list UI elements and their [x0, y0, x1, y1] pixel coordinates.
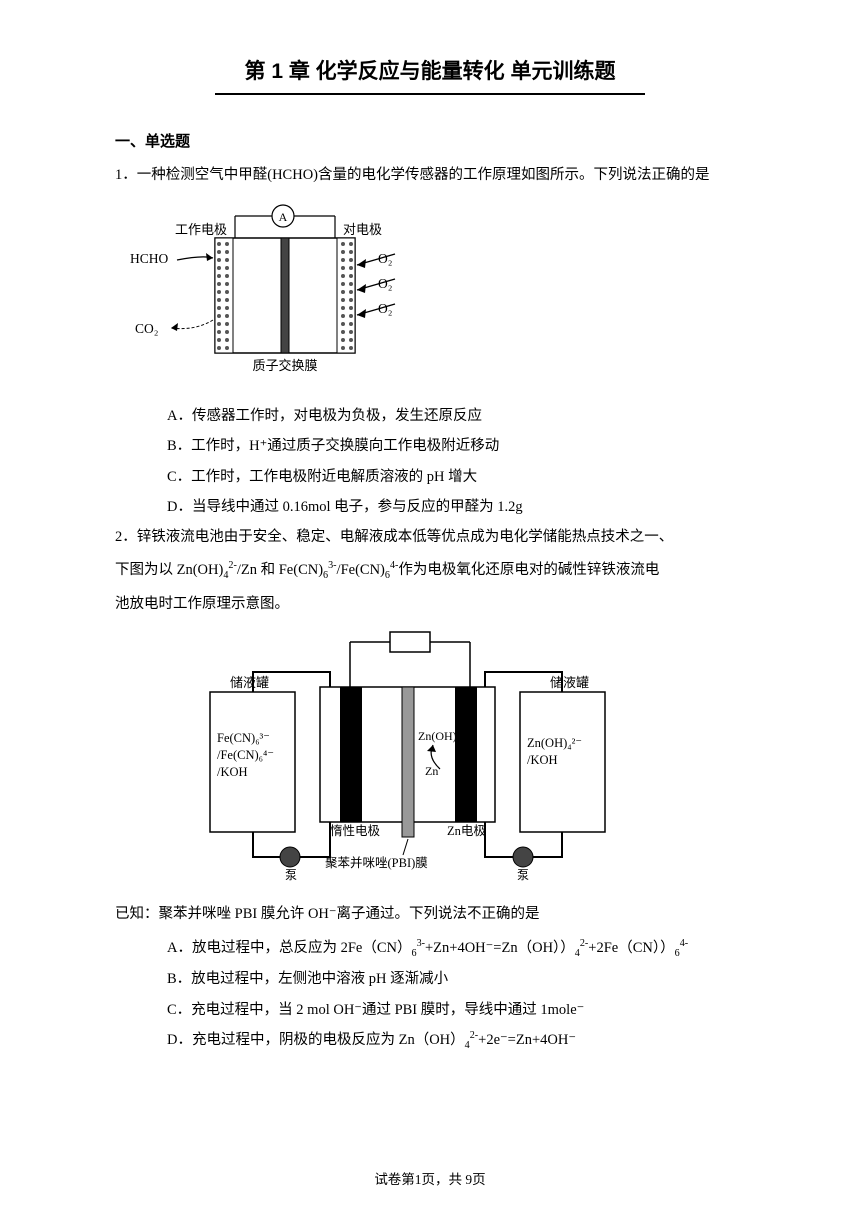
zn-electrode-label: Zn电极: [447, 824, 486, 838]
q2-intro-2: 下图为以 Zn(OH)42-/Zn 和 Fe(CN)63-/Fe(CN)64-作…: [115, 556, 745, 586]
left-tank-label: 储液罐: [230, 675, 269, 690]
left-tank-c2: /Fe(CN)₆⁴⁻: [217, 748, 274, 762]
right-tank-c1: Zn(OH)₄²⁻: [527, 736, 582, 750]
right-tank-c2: /KOH: [527, 753, 558, 767]
page-title: 第 1 章 化学反应与能量转化 单元训练题: [115, 55, 745, 85]
membrane-label: 质子交换膜: [252, 358, 317, 373]
meter-label: A: [279, 210, 288, 224]
q1-option-a: A．传感器工作时，对电极为负极，发生还原反应: [167, 401, 745, 431]
q1-option-b: B．工作时，H⁺通过质子交换膜向工作电极附近移动: [167, 431, 745, 461]
left-electrode-pattern: [215, 238, 233, 353]
center-znoh: Zn(OH)₄²⁻: [418, 729, 471, 743]
q2-options: A．放电过程中，总反应为 2Fe（CN）63-+Zn+4OH⁻=Zn（OH））4…: [115, 933, 745, 1056]
pbi-label: 聚苯并咪唑(PBI)膜: [325, 855, 428, 870]
hcho-label: HCHO: [130, 251, 169, 266]
q2-option-d: D．充电过程中，阴极的电极反应为 Zn（OH）42-+2e⁻=Zn+4OH⁻: [167, 1025, 745, 1056]
q2-known: 已知：聚苯并咪唑 PBI 膜允许 OH⁻离子通过。下列说法不正确的是: [115, 900, 745, 929]
right-electrode-label: 对电极: [343, 222, 382, 237]
q1-options: A．传感器工作时，对电极为负极，发生还原反应 B．工作时，H⁺通过质子交换膜向工…: [115, 401, 745, 523]
co2-label: CO₂: [135, 321, 158, 336]
page-footer: 试卷第1页，共 9页: [0, 1168, 860, 1188]
q2-option-c: C．充电过程中，当 2 mol OH⁻通过 PBI 膜时，导线中通过 1mole…: [167, 995, 745, 1025]
section-heading: 一、单选题: [115, 130, 745, 151]
q2-intro-1: 2．锌铁液流电池由于安全、稳定、电解液成本低等优点成为电化学储能热点技术之一、: [115, 523, 745, 552]
left-tank-c3: /KOH: [217, 765, 248, 779]
right-tank-label: 储液罐: [550, 675, 589, 690]
q1-intro: 1．一种检测空气中甲醛(HCHO)含量的电化学传感器的工作原理如图所示。下列说法…: [115, 161, 745, 190]
q2-intro-3: 池放电时工作原理示意图。: [115, 590, 745, 619]
q1-option-d: D．当导线中通过 0.16mol 电子，参与反应的甲醛为 1.2g: [167, 492, 745, 522]
q2-diagram: 储液罐 储液罐 Fe(CN)₆³⁻ /Fe(CN)₆⁴⁻ /KOH Zn(OH)…: [195, 627, 745, 892]
q1-diagram: A 工作电极 对电极: [125, 198, 745, 393]
left-electrode-label: 工作电极: [175, 222, 227, 237]
inert-electrode-label: 惰性电极: [330, 824, 381, 838]
left-tank-c1: Fe(CN)₆³⁻: [217, 731, 270, 745]
q1-option-c: C．工作时，工作电极附近电解质溶液的 pH 增大: [167, 462, 745, 492]
right-pump-label: 泵: [517, 868, 529, 882]
title-underline: [215, 93, 645, 95]
q2-option-b: B．放电过程中，左侧池中溶液 pH 逐渐减小: [167, 964, 745, 994]
left-pump-label: 泵: [285, 868, 297, 882]
q2-option-a: A．放电过程中，总反应为 2Fe（CN）63-+Zn+4OH⁻=Zn（OH））4…: [167, 933, 745, 964]
